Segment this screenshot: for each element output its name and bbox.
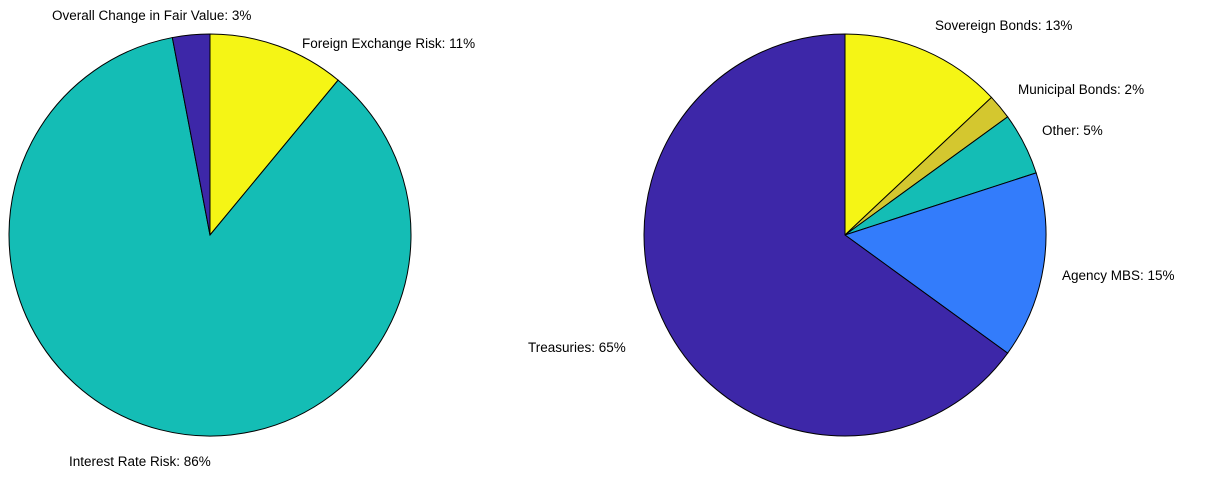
pie-slice-agency-mbs xyxy=(843,172,1047,354)
slice-label-treasuries: Treasuries: 65% xyxy=(528,340,626,355)
pie-slice-interest-rate-risk xyxy=(8,36,412,437)
pie-chart-bonds: Sovereign Bonds: 13% Municipal Bonds: 2% O… xyxy=(528,18,1175,437)
pie-slice-treasuries xyxy=(643,33,1009,437)
pie-slice-sovereign-bonds xyxy=(844,33,993,237)
slice-label-interest-rate-risk: Interest Rate Risk: 86% xyxy=(69,454,211,469)
pie-slice-foreign-exchange-risk xyxy=(209,33,339,237)
slice-label-municipal-bonds: Municipal Bonds: 2% xyxy=(1018,82,1144,97)
pie-chart-risk: Foreign Exchange Risk: 11% Interest Rate … xyxy=(8,8,475,469)
slice-label-agency-mbs: Agency MBS: 15% xyxy=(1062,268,1175,283)
slice-label-other: Other: 5% xyxy=(1042,123,1103,138)
pie-slice-overall-change-in-fair-value xyxy=(171,33,211,236)
slice-label-overall-change-in-fair-value: Overall Change in Fair Value: 3% xyxy=(52,8,251,23)
slice-label-sovereign-bonds: Sovereign Bonds: 13% xyxy=(935,18,1072,33)
slice-label-foreign-exchange-risk: Foreign Exchange Risk: 11% xyxy=(302,36,475,51)
